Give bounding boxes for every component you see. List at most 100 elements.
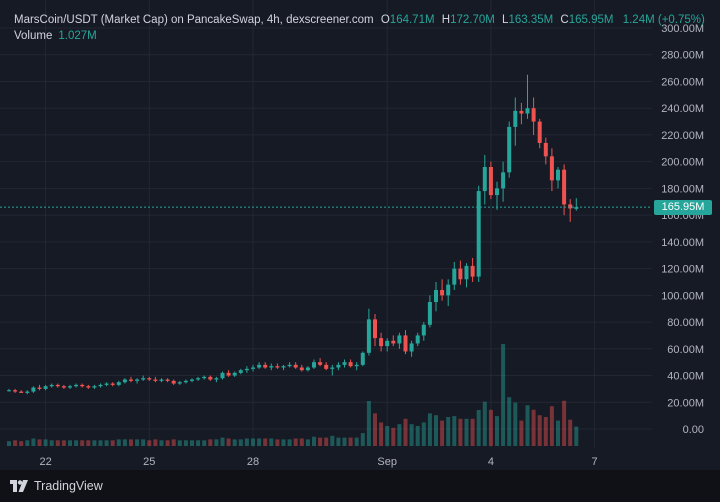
candle-body	[129, 379, 133, 381]
volume-bars	[7, 344, 579, 446]
candle-body	[31, 387, 36, 392]
volume-bar	[366, 401, 371, 446]
change-value: 1.24M (+0.75%)	[622, 14, 705, 26]
volume-bar	[281, 439, 286, 446]
candle-body	[208, 376, 213, 380]
price-axis[interactable]: 300.00M 280.00M 260.00M 240.00M 220.00M 200.0…	[661, 23, 704, 436]
close-label: C	[560, 14, 569, 26]
candle-body	[458, 268, 463, 280]
x-tick-label: Sep	[377, 456, 397, 468]
candle-body	[409, 343, 414, 352]
volume-bar	[141, 439, 146, 446]
volume-bar	[98, 440, 103, 446]
candle-body	[299, 367, 304, 371]
volume-bar	[312, 436, 316, 446]
volume-bar	[495, 416, 499, 446]
candle-body	[421, 324, 426, 336]
volume-bar	[470, 418, 475, 446]
candle-body	[318, 362, 323, 365]
volume-bar	[269, 438, 274, 446]
volume-bar	[513, 402, 518, 446]
candle-body	[336, 364, 341, 368]
volume-bar	[318, 437, 323, 446]
y-tick-label: 40.00M	[667, 371, 704, 383]
volume-bar	[446, 417, 451, 446]
candle-body	[232, 372, 237, 376]
volume-bar	[525, 405, 530, 446]
candle-body	[446, 284, 451, 296]
candle-body	[342, 362, 347, 365]
volume-bar	[482, 401, 487, 446]
y-tick-label: 240.00M	[661, 103, 704, 115]
candle-body	[177, 382, 182, 384]
volume-bar	[385, 426, 390, 446]
volume-bar	[336, 437, 341, 446]
volume-legend: Volume 1.027M	[14, 30, 97, 42]
y-tick-label: 60.00M	[667, 344, 704, 356]
volume-bar	[43, 439, 48, 446]
last-price-tag: 165.95M	[654, 199, 712, 215]
volume-bar	[476, 410, 481, 446]
volume-bar	[305, 439, 310, 446]
candle-body	[55, 384, 60, 387]
candle-body	[251, 367, 255, 369]
candle-body	[214, 378, 219, 380]
candle-body	[525, 108, 530, 114]
volume-bar	[464, 418, 469, 446]
candle-body	[147, 378, 152, 380]
high-value: 172.70M	[450, 14, 495, 26]
candle-body	[360, 352, 365, 365]
volume-bar	[110, 440, 115, 446]
volume-bar	[440, 420, 445, 446]
volume-bar	[61, 440, 66, 446]
chart-panel[interactable]: 300.00M 280.00M 260.00M 240.00M 220.00M 200.0…	[0, 0, 720, 470]
y-tick-label: 80.00M	[667, 317, 704, 329]
tradingview-logo[interactable]: TradingView	[10, 479, 103, 493]
candle-body	[427, 302, 432, 325]
volume-bar	[434, 415, 438, 446]
candle-body	[391, 340, 396, 344]
candlestick-chart[interactable]: 300.00M 280.00M 260.00M 240.00M 220.00M 200.0…	[0, 0, 720, 470]
volume-bar	[190, 440, 194, 446]
candle-body	[122, 379, 127, 383]
candle-body	[98, 384, 103, 387]
volume-bar	[37, 439, 42, 446]
volume-bar	[360, 433, 365, 446]
time-axis[interactable]: 22 25 28 Sep 4 7	[39, 456, 597, 468]
candle-body	[269, 366, 274, 368]
volume-bar	[507, 397, 512, 446]
volume-bar	[238, 439, 243, 446]
low-label: L	[502, 14, 509, 26]
volume-bar	[354, 437, 359, 446]
volume-bar	[330, 435, 335, 446]
volume-bar	[299, 438, 304, 446]
candle-body	[287, 364, 292, 367]
volume-bar	[537, 415, 542, 446]
tradingview-logo-icon	[10, 480, 28, 492]
candle-body	[13, 390, 18, 392]
candle-body	[86, 386, 91, 388]
volume-bar	[80, 440, 85, 446]
volume-bar	[397, 424, 402, 446]
candle-body	[92, 386, 97, 388]
candle-body	[37, 387, 42, 389]
volume-bar	[409, 424, 414, 446]
volume-bar	[556, 420, 560, 446]
candle-body	[324, 364, 329, 369]
y-tick-label: 280.00M	[661, 50, 704, 62]
candle-body	[153, 379, 158, 381]
candle-body	[434, 289, 438, 303]
candle-body	[397, 335, 402, 344]
x-tick-label: 25	[143, 456, 155, 468]
volume-bar	[116, 439, 121, 446]
candle-body	[403, 335, 408, 352]
candle-body	[196, 378, 201, 380]
candle-body	[110, 383, 115, 385]
volume-bar	[421, 422, 426, 446]
open-label: O	[380, 14, 390, 26]
volume-bar	[196, 440, 201, 446]
volume-bar	[488, 409, 493, 446]
candle-body	[519, 110, 524, 114]
candle-body	[476, 191, 481, 277]
candle-body	[348, 362, 353, 367]
